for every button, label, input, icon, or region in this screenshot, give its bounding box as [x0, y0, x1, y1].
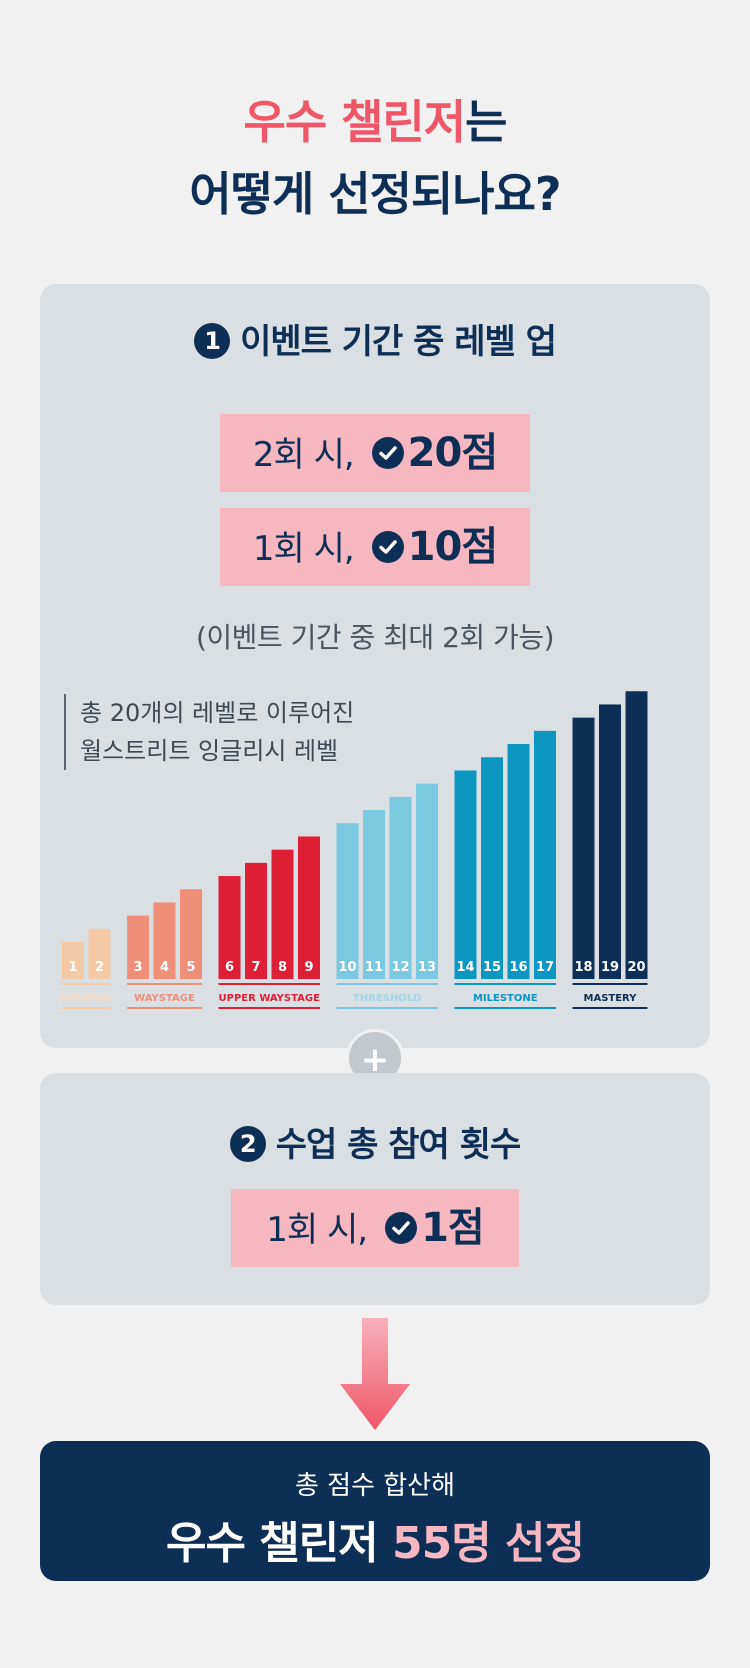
group-baseline-3 — [336, 1007, 438, 1009]
section1-heading-text: 이벤트 기간 중 레벨 업 — [240, 322, 557, 362]
bar-level-15 — [481, 757, 503, 979]
bar-label-19: 19 — [601, 960, 619, 975]
bar-level-13 — [416, 783, 438, 979]
group-label-5: MASTERY — [584, 993, 638, 1004]
bar-level-5 — [180, 889, 202, 979]
max-times-note: (이벤트 기간 중 최대 2회 가능) — [195, 621, 555, 654]
step-number-badge: 1 — [194, 322, 231, 359]
result-subtitle: 총 점수 합산해 — [294, 1471, 456, 1501]
bar-label-10: 10 — [338, 960, 356, 975]
page-title: 우수 챌린저는 어떻게 선정되나요? — [0, 86, 750, 230]
group-label-1: WAYSTAGE — [134, 993, 195, 1004]
result-highlight: 55명 선정 — [392, 1518, 585, 1569]
bar-label-9: 9 — [304, 960, 313, 975]
bar-label-1: 1 — [68, 960, 77, 975]
score-label: 1회 시, — [252, 529, 355, 569]
bar-label-16: 16 — [509, 960, 527, 975]
bar-label-3: 3 — [133, 960, 142, 975]
level-up-panel: 1 이벤트 기간 중 레벨 업 2회 시, 20점 1회 시, 10점 (이벤트 기간… — [40, 284, 710, 1048]
bar-level-14 — [454, 770, 477, 979]
group-baseline-5 — [572, 1007, 648, 1009]
bar-level-6 — [218, 876, 241, 979]
score-box-attendance: 1회 시, 1점 — [231, 1189, 519, 1267]
section2-heading: 2 수업 총 참여 횟수 — [40, 1117, 710, 1166]
chart-caption-line2: 월스트리트 잉글리시 레벨 — [80, 737, 339, 765]
group-underline-0 — [62, 983, 111, 985]
bar-level-11 — [363, 810, 385, 979]
bar-level-2 — [88, 928, 111, 979]
bar-level-3 — [127, 915, 149, 979]
group-label-2: UPPER WAYSTAGE — [219, 993, 321, 1004]
group-underline-5 — [572, 983, 648, 985]
bar-label-12: 12 — [391, 960, 409, 975]
bar-level-12 — [389, 796, 412, 979]
bar-label-2: 2 — [95, 960, 104, 975]
title-line2: 어떻게 선정되나요? — [189, 167, 561, 221]
bar-label-8: 8 — [278, 960, 287, 975]
check-icon — [371, 530, 404, 563]
step-number-badge: 2 — [229, 1125, 266, 1162]
down-arrow-icon — [340, 1318, 410, 1430]
group-label-0: SURVIVAL — [58, 993, 114, 1004]
bar-label-5: 5 — [186, 960, 195, 975]
group-baseline-4 — [454, 1007, 556, 1009]
bar-label-7: 7 — [251, 960, 260, 975]
chart-caption: 총 20개의 레벨로 이루어진 월스트리트 잉글리시 레벨 — [64, 694, 354, 770]
score-label: 2회 시, — [252, 435, 355, 475]
title-highlight: 우수 챌린저 — [243, 95, 467, 149]
bar-label-18: 18 — [574, 960, 592, 975]
group-baseline-0 — [62, 1007, 111, 1009]
group-baseline-2 — [218, 1007, 320, 1009]
bar-level-20 — [625, 691, 648, 979]
bar-level-19 — [599, 704, 621, 979]
bar-label-14: 14 — [456, 960, 474, 975]
section2-heading-text: 수업 총 참여 횟수 — [275, 1125, 521, 1165]
group-underline-2 — [218, 983, 320, 985]
group-baseline-1 — [127, 1007, 202, 1009]
group-underline-3 — [336, 983, 438, 985]
bar-label-6: 6 — [225, 960, 234, 975]
bar-level-9 — [298, 836, 320, 979]
bar-label-17: 17 — [536, 960, 554, 975]
result-title-prefix: 우수 챌린저 — [165, 1518, 393, 1569]
bar-level-8 — [271, 849, 294, 979]
result-box: 총 점수 합산해 우수 챌린저 55명 선정 — [40, 1441, 710, 1581]
result-title: 우수 챌린저 55명 선정 — [40, 1507, 710, 1571]
bar-level-18 — [572, 717, 595, 979]
group-underline-4 — [454, 983, 556, 985]
bar-level-7 — [245, 862, 267, 979]
group-underline-1 — [127, 983, 202, 985]
bar-label-15: 15 — [483, 960, 501, 975]
score-points: 20점 — [407, 430, 498, 476]
check-icon — [371, 436, 404, 469]
score-points: 1점 — [421, 1205, 485, 1251]
bar-level-1 — [62, 942, 84, 979]
group-label-4: MILESTONE — [473, 993, 538, 1004]
attendance-panel: 2 수업 총 참여 횟수 1회 시, 1점 — [40, 1073, 710, 1305]
bar-level-16 — [507, 744, 530, 979]
chart-caption-line1: 총 20개의 레벨로 이루어진 — [80, 699, 355, 727]
title-line1-rest: 는 — [465, 95, 507, 149]
section1-heading: 1 이벤트 기간 중 레벨 업 — [40, 314, 710, 363]
bar-level-10 — [336, 823, 359, 979]
score-points: 10점 — [407, 524, 498, 570]
bar-label-13: 13 — [418, 960, 436, 975]
bar-level-4 — [153, 902, 176, 979]
check-icon — [385, 1211, 418, 1244]
score-label: 1회 시, — [266, 1210, 368, 1250]
bar-label-11: 11 — [365, 960, 383, 975]
bar-level-17 — [534, 730, 556, 979]
score-box-1time: 1회 시, 10점 — [220, 508, 530, 586]
bar-label-20: 20 — [627, 960, 645, 975]
bar-label-4: 4 — [160, 960, 169, 975]
group-label-3: THRESHOLD — [353, 993, 421, 1004]
score-box-2times: 2회 시, 20점 — [220, 414, 530, 492]
